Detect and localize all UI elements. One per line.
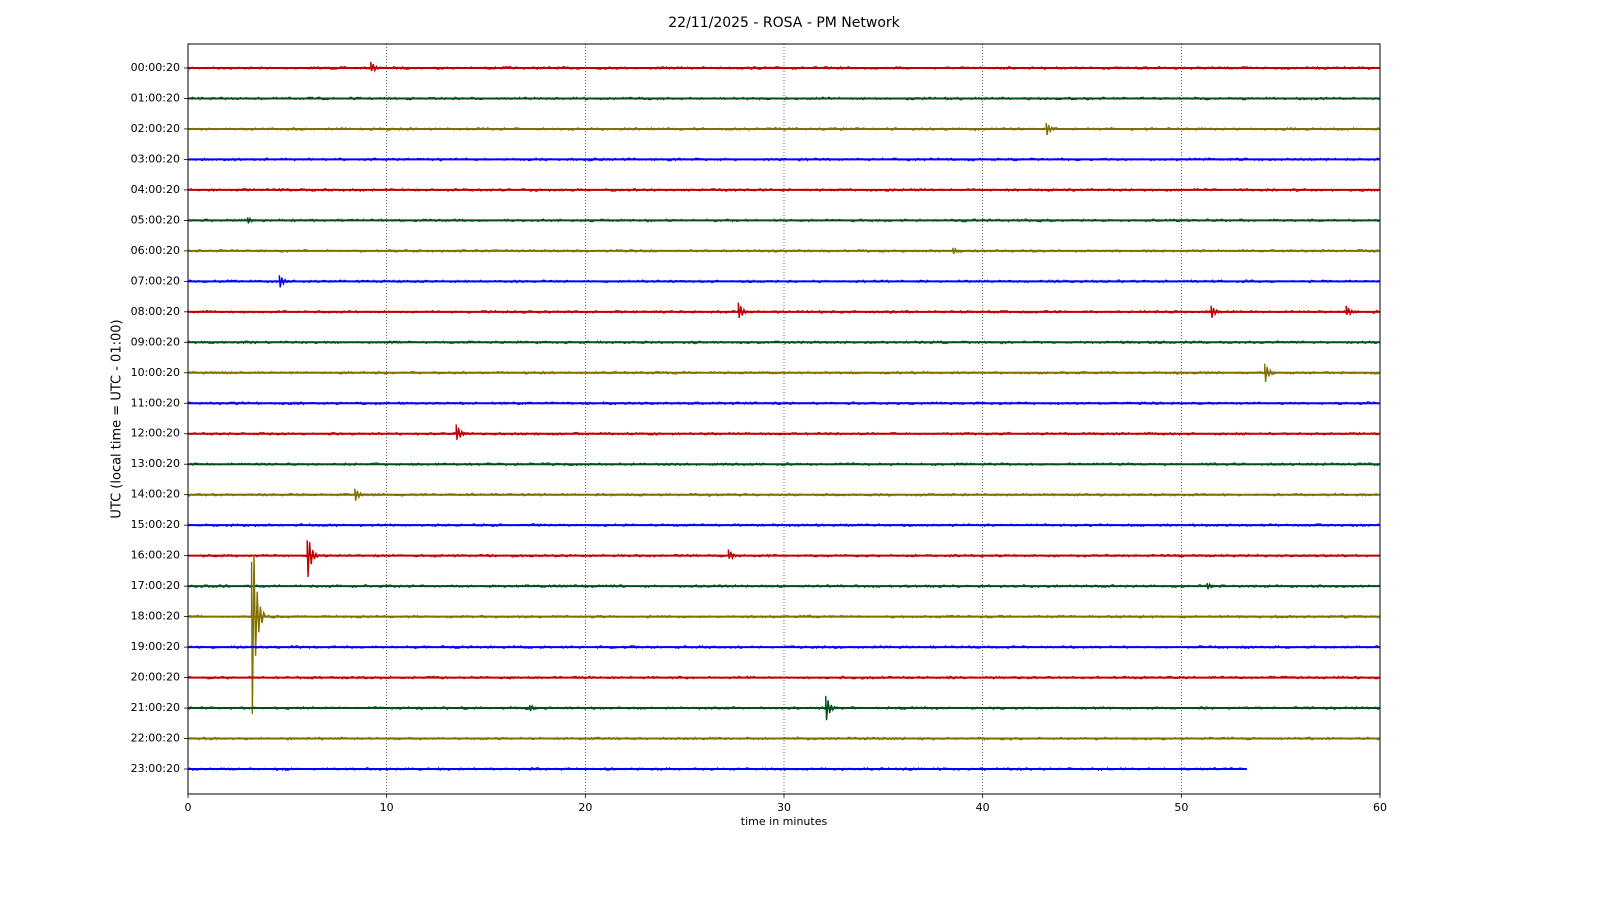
event [455,424,471,440]
event [246,216,262,224]
trace-noise [187,370,1380,376]
trace-noise [187,401,1380,406]
event [727,549,743,561]
y-axis-label: UTC (local time = UTC - 01:00) [110,319,125,518]
trace-noise [187,705,1379,711]
trace-noise [187,553,1380,558]
event [825,695,840,721]
trace-noise [187,96,1380,101]
y-tick-label: 02:00:20 [131,122,180,135]
y-tick-label: 09:00:20 [131,335,180,348]
y-tick-label: 08:00:20 [131,305,180,318]
trace-noise [187,309,1380,315]
event [1345,305,1361,317]
event [354,488,369,501]
x-tick-label: 60 [1373,801,1387,814]
y-tick-label: 20:00:20 [131,671,180,684]
x-tick-label: 30 [777,801,791,814]
trace-noise [187,766,1246,772]
event [278,275,294,288]
y-tick-label: 01:00:20 [131,91,180,104]
trace-noise [187,65,1380,71]
trace-noise [187,340,1380,345]
y-tick-label: 22:00:20 [131,732,180,745]
trace-noise [187,583,1380,589]
trace-noise [187,279,1380,284]
event [737,302,753,319]
trace-noise [187,248,1380,254]
y-tick-label: 03:00:20 [131,152,180,165]
x-tick-label: 40 [976,801,990,814]
plot-frame [187,43,1381,795]
event [1264,363,1279,383]
y-tick-label: 18:00:20 [131,610,180,623]
y-tick-label: 00:00:20 [131,61,180,74]
y-tick-label: 07:00:20 [131,274,180,287]
y-tick-label: 05:00:20 [131,213,180,226]
y-tick-label: 23:00:20 [131,762,180,775]
x-tick-label: 20 [578,801,592,814]
y-tick-label: 13:00:20 [131,457,180,470]
event [1210,305,1226,319]
x-tick-label: 0 [185,801,192,814]
trace-noise [187,126,1380,132]
trace-noise [187,675,1380,680]
trace-noise [187,218,1380,223]
y-tick-label: 11:00:20 [131,396,180,409]
event [1045,122,1061,136]
y-tick-label: 21:00:20 [131,701,180,714]
trace-noise [187,431,1380,436]
x-tick-label: 10 [380,801,394,814]
y-tick-label: 15:00:20 [131,518,180,531]
event [250,554,267,715]
y-tick-label: 06:00:20 [131,244,180,257]
y-tick-label: 12:00:20 [131,427,180,440]
trace-noise [187,736,1379,741]
trace-noise [187,492,1380,497]
trace-noise [187,157,1380,162]
trace-noise [187,522,1380,528]
x-tick-label: 50 [1174,801,1188,814]
trace-noise [187,644,1380,650]
trace-noise [187,187,1380,193]
chart-title: 22/11/2025 - ROSA - PM Network [668,15,900,31]
y-tick-label: 10:00:20 [131,366,180,379]
y-tick-label: 17:00:20 [131,579,180,592]
event [306,540,322,578]
y-tick-label: 14:00:20 [131,488,180,501]
event [1206,582,1222,590]
y-tick-label: 16:00:20 [131,549,180,562]
trace-noise [187,614,1380,619]
x-axis-label: time in minutes [741,815,828,828]
y-tick-label: 19:00:20 [131,640,180,653]
event [370,61,385,73]
trace-noise [187,461,1380,467]
y-tick-label: 04:00:20 [131,183,180,196]
event [952,247,967,255]
event [529,704,544,712]
